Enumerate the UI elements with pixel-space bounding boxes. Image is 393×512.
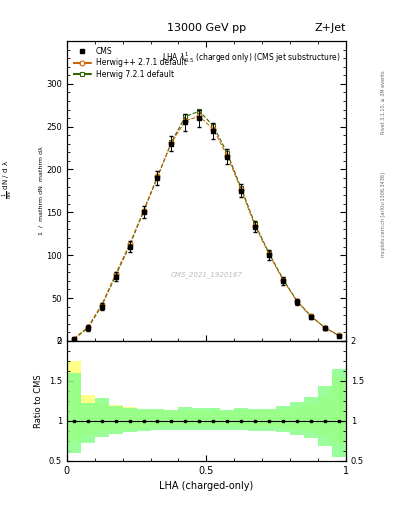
Y-axis label: 1  /  mathrm dN  mathrm dλ: 1 / mathrm dN mathrm dλ bbox=[38, 146, 43, 236]
Text: CMS_2021_1920187: CMS_2021_1920187 bbox=[171, 271, 242, 278]
Text: 13000 GeV pp: 13000 GeV pp bbox=[167, 23, 246, 33]
X-axis label: LHA (charged-only): LHA (charged-only) bbox=[159, 481, 253, 491]
Text: mcplots.cern.ch [arXiv:1306.3436]: mcplots.cern.ch [arXiv:1306.3436] bbox=[381, 173, 386, 258]
Text: Z+Jet: Z+Jet bbox=[314, 23, 346, 33]
Y-axis label: Ratio to CMS: Ratio to CMS bbox=[34, 374, 43, 428]
Text: LHA $\lambda^{1}_{0.5}$ (charged only) (CMS jet substructure): LHA $\lambda^{1}_{0.5}$ (charged only) (… bbox=[162, 50, 340, 65]
Text: Rivet 3.1.10, ≥ 3M events: Rivet 3.1.10, ≥ 3M events bbox=[381, 71, 386, 134]
Legend: CMS, Herwig++ 2.7.1 default, Herwig 7.2.1 default: CMS, Herwig++ 2.7.1 default, Herwig 7.2.… bbox=[71, 45, 189, 81]
Text: $\mathrm{\frac{1}{dN}\ dN\ /\ d\ \lambda}$: $\mathrm{\frac{1}{dN}\ dN\ /\ d\ \lambda… bbox=[1, 160, 15, 199]
